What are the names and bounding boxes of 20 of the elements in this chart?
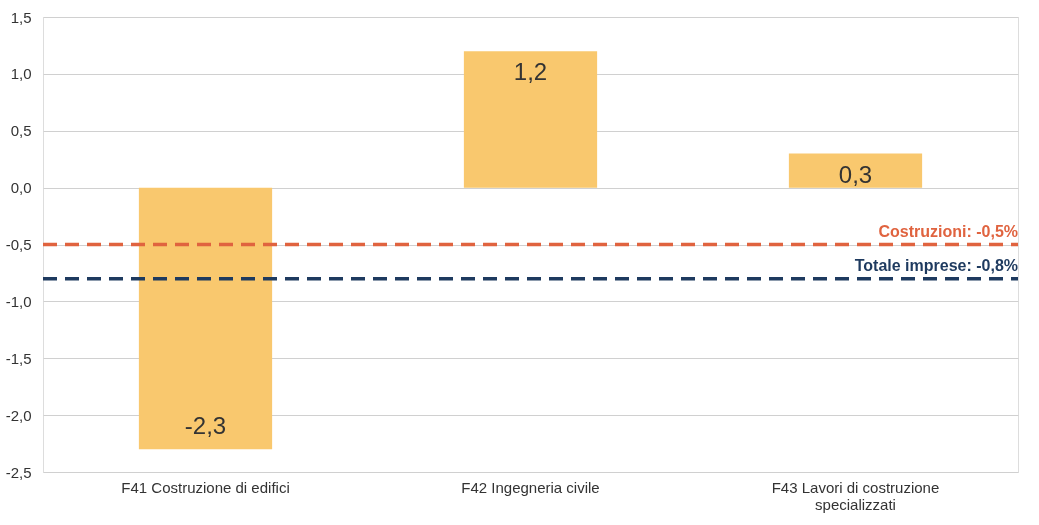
y-tick-label: -2,0 (5, 406, 32, 424)
data-label: 1,2 (513, 58, 548, 86)
x-tick-label: F41 Costruzione di edifici (121, 478, 290, 496)
y-tick-label: -1,0 (5, 292, 32, 310)
y-tick-label: 1,0 (10, 65, 32, 83)
bar (463, 51, 598, 188)
ref-line-label: Totale imprese: -0,8% (854, 256, 1018, 274)
y-tick-label: 0,5 (10, 122, 32, 140)
y-tick-label: -0,5 (5, 236, 32, 253)
data-label: 0,3 (838, 160, 873, 188)
bar (138, 187, 273, 450)
y-tick-label: 1,5 (10, 8, 32, 26)
bar (788, 153, 923, 188)
data-label: -2,3 (184, 412, 227, 440)
y-tick-label: -1,5 (5, 349, 32, 367)
x-tick-label: F43 Lavori di costruzione specializzati (771, 478, 940, 513)
ref-line-label: Costruzioni: -0,5% (878, 222, 1018, 240)
y-tick-label: 0,0 (10, 179, 32, 197)
x-tick-label: F42 Ingegneria civile (461, 478, 600, 496)
y-tick-label: -2,5 (5, 463, 32, 481)
